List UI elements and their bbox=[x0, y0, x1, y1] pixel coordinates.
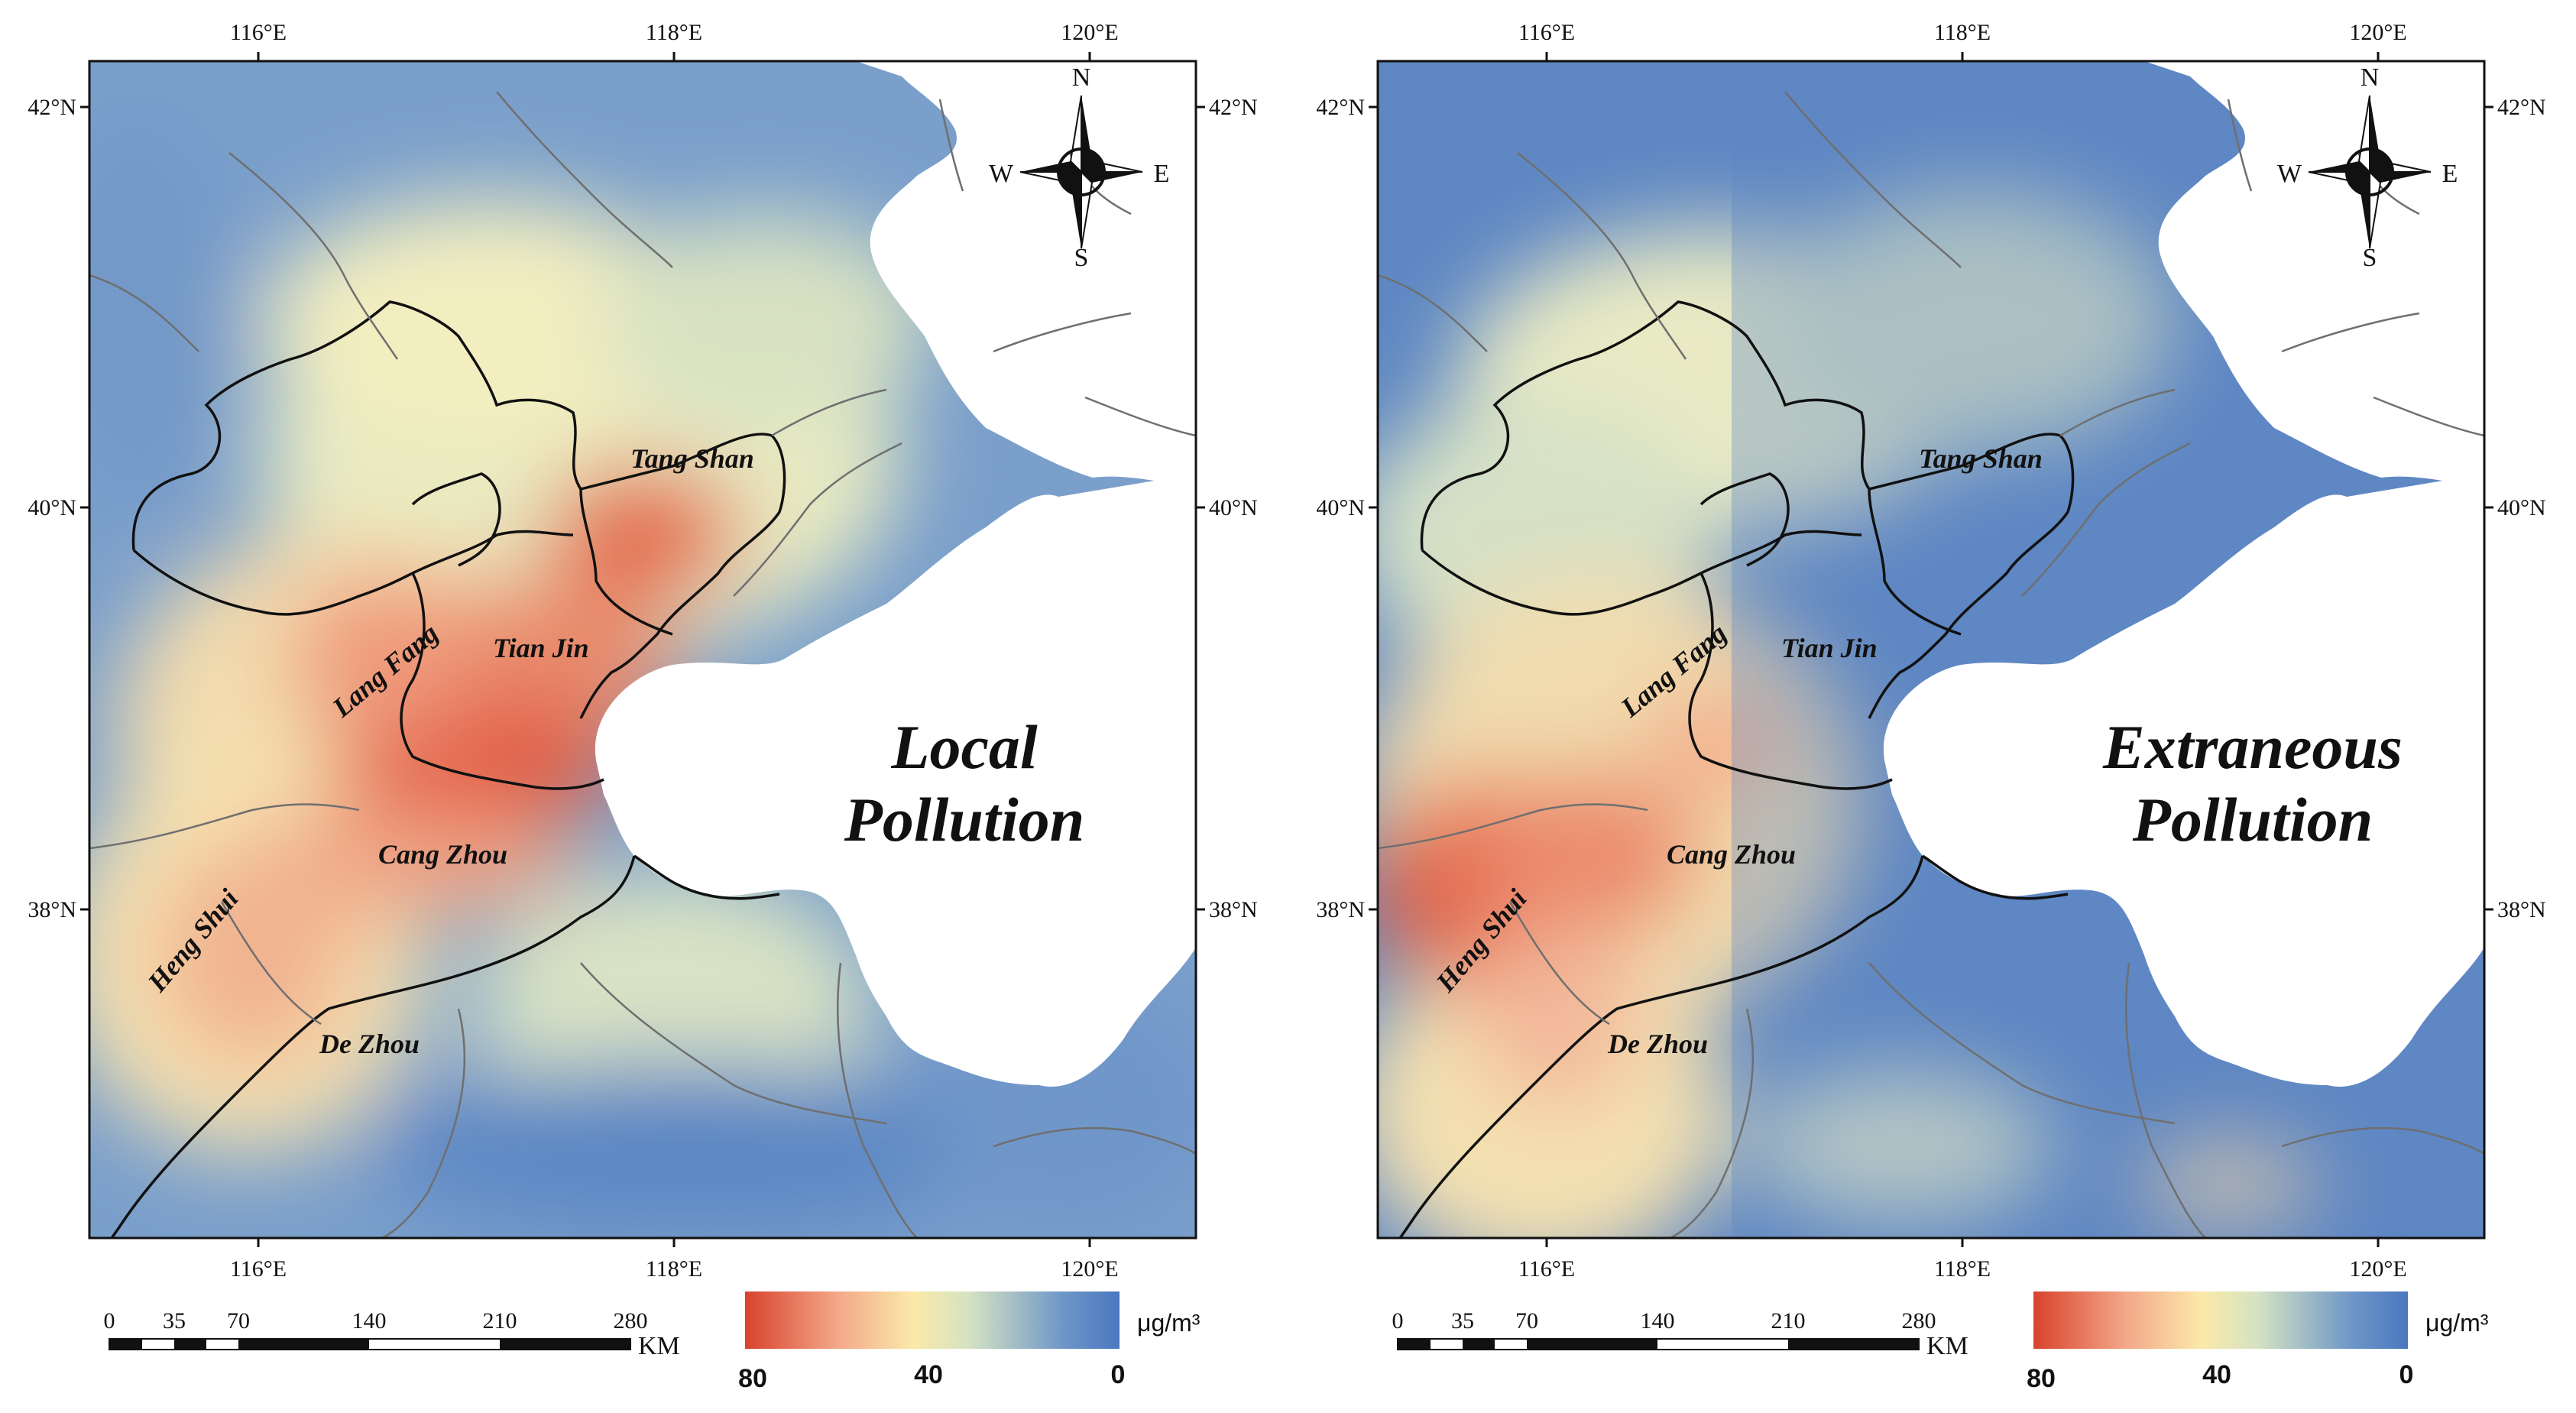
legend-unit: μg/m³ bbox=[1137, 1309, 1201, 1337]
svg-text:280: 280 bbox=[1902, 1308, 1936, 1334]
lat-label-left-38: 38°N bbox=[28, 897, 76, 922]
compass-e-label: E bbox=[1154, 160, 1170, 188]
lon-label-bottom-120: 120°E bbox=[1061, 1256, 1118, 1282]
lat-label-right-42: 42°N bbox=[1209, 95, 1258, 120]
map-frame bbox=[88, 60, 1197, 1240]
svg-text:0: 0 bbox=[1392, 1308, 1404, 1334]
city-label-tang-shan: Tang Shan bbox=[630, 443, 754, 474]
legend-mid-label: 40 bbox=[2202, 1360, 2231, 1389]
lon-label-bottom-118: 118°E bbox=[646, 1256, 702, 1282]
lon-label-top-120: 120°E bbox=[1061, 20, 1118, 45]
compass-w-label: W bbox=[2277, 160, 2302, 188]
scale-bar: 0 35 70 140 210 280 KM bbox=[1392, 1308, 1968, 1360]
compass-s-label: S bbox=[2363, 244, 2377, 272]
legend-max-label: 80 bbox=[2027, 1364, 2056, 1393]
city-label-cang-zhou: Cang Zhou bbox=[1667, 839, 1796, 870]
legend: μg/m³ 80 40 0 bbox=[738, 1291, 1201, 1393]
lat-label-left-40: 40°N bbox=[1316, 495, 1365, 520]
lat-label-right-42: 42°N bbox=[2497, 95, 2546, 120]
legend-min-label: 0 bbox=[1111, 1360, 1126, 1389]
svg-text:210: 210 bbox=[483, 1308, 517, 1334]
svg-text:140: 140 bbox=[1641, 1308, 1675, 1334]
city-label-de-zhou: De Zhou bbox=[1607, 1029, 1708, 1059]
compass-e-label: E bbox=[2442, 160, 2458, 188]
map-panel-extraneous: 116°E 118°E 120°E 116°E 118°E 120°E 42°N… bbox=[1288, 0, 2576, 1409]
lon-label-top-118: 118°E bbox=[1934, 20, 1991, 45]
scale-bar-unit: KM bbox=[638, 1332, 680, 1360]
city-label-de-zhou: De Zhou bbox=[319, 1029, 420, 1059]
city-label-cang-zhou: Cang Zhou bbox=[378, 839, 507, 870]
svg-text:140: 140 bbox=[352, 1308, 387, 1334]
compass-rose-icon bbox=[1019, 95, 1143, 249]
legend: μg/m³ 80 40 0 bbox=[2027, 1291, 2489, 1393]
lat-label-left-38: 38°N bbox=[1316, 897, 1365, 922]
lon-label-bottom-118: 118°E bbox=[1934, 1256, 1991, 1282]
lon-label-top-116: 116°E bbox=[1518, 20, 1575, 45]
lat-label-right-38: 38°N bbox=[2497, 897, 2546, 922]
legend-min-label: 0 bbox=[2399, 1360, 2414, 1389]
scale-bar-unit: KM bbox=[1926, 1332, 1968, 1360]
compass-rose-icon bbox=[2308, 95, 2432, 249]
lon-label-bottom-116: 116°E bbox=[230, 1256, 287, 1282]
compass-w-label: W bbox=[989, 160, 1014, 188]
map-extraneous-svg: 116°E 118°E 120°E 116°E 118°E 120°E 42°N… bbox=[1316, 20, 2546, 1393]
city-label-tian-jin: Tian Jin bbox=[1781, 633, 1878, 663]
map-frame bbox=[1376, 60, 2486, 1240]
compass-s-label: S bbox=[1074, 244, 1089, 272]
map-panel-local: 116°E 118°E 120°E 116°E 118°E 120°E 42°N… bbox=[0, 0, 1288, 1409]
lon-label-top-118: 118°E bbox=[646, 20, 702, 45]
panel-title-line2: Pollution bbox=[844, 785, 1084, 854]
legend-unit: μg/m³ bbox=[2425, 1309, 2489, 1337]
panel-title-line2: Pollution bbox=[2132, 785, 2373, 854]
concentration-field-local bbox=[89, 61, 1196, 1238]
svg-text:35: 35 bbox=[163, 1308, 186, 1334]
lat-label-left-42: 42°N bbox=[28, 95, 76, 120]
compass-n-label: N bbox=[2361, 63, 2380, 92]
city-label-tang-shan: Tang Shan bbox=[1919, 443, 2043, 474]
legend-mid-label: 40 bbox=[914, 1360, 943, 1389]
lat-label-left-42: 42°N bbox=[1316, 95, 1365, 120]
compass-n-label: N bbox=[1072, 63, 1091, 92]
concentration-field-extraneous bbox=[1378, 61, 2484, 1238]
svg-text:70: 70 bbox=[227, 1308, 250, 1334]
lat-label-right-40: 40°N bbox=[2497, 495, 2546, 520]
city-label-tian-jin: Tian Jin bbox=[493, 633, 589, 663]
lon-label-top-116: 116°E bbox=[230, 20, 287, 45]
svg-text:70: 70 bbox=[1515, 1308, 1538, 1334]
lat-label-right-40: 40°N bbox=[1209, 495, 1258, 520]
svg-text:35: 35 bbox=[1451, 1308, 1474, 1334]
lat-label-left-40: 40°N bbox=[28, 495, 76, 520]
panel-title-line1: Local bbox=[890, 712, 1037, 782]
lon-label-bottom-116: 116°E bbox=[1518, 1256, 1575, 1282]
map-local-svg: 116°E 118°E 120°E 116°E 118°E 120°E 42°N… bbox=[28, 20, 1258, 1393]
lon-label-top-120: 120°E bbox=[2349, 20, 2406, 45]
svg-text:210: 210 bbox=[1771, 1308, 1806, 1334]
svg-text:0: 0 bbox=[104, 1308, 115, 1334]
svg-text:280: 280 bbox=[614, 1308, 648, 1334]
legend-max-label: 80 bbox=[738, 1364, 767, 1393]
lon-label-bottom-120: 120°E bbox=[2349, 1256, 2406, 1282]
panel-title-line1: Extraneous bbox=[2102, 712, 2403, 782]
lat-label-right-38: 38°N bbox=[1209, 897, 1258, 922]
scale-bar: 0 35 70 140 210 280 KM bbox=[104, 1308, 680, 1360]
